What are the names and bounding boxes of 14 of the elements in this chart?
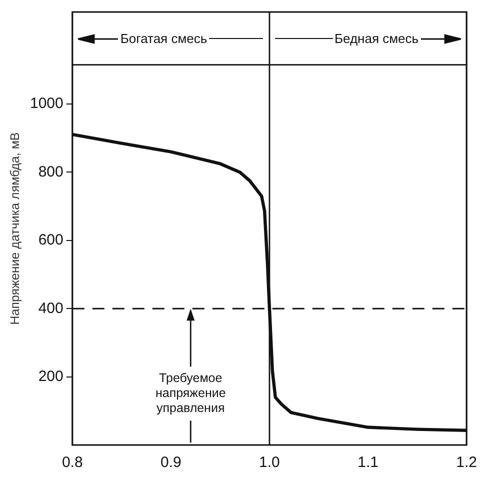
y-tick-label: 800 bbox=[38, 163, 64, 180]
annotation: Бедная смесь bbox=[334, 31, 419, 46]
y-tick-label: 600 bbox=[38, 232, 64, 249]
y-axis-title: Напряжение датчика лямбда, мВ bbox=[8, 132, 22, 325]
y-tick-label: 200 bbox=[38, 368, 64, 385]
ref-line-label: Требуемое напряжение управления bbox=[155, 371, 226, 416]
x-tick-label: 0.9 bbox=[160, 454, 182, 472]
x-tick-label: 1.2 bbox=[456, 454, 478, 472]
y-tick-label: 400 bbox=[38, 300, 64, 317]
annotation: Богатая смесь bbox=[120, 31, 208, 46]
x-tick-label: 1.1 bbox=[358, 454, 378, 472]
y-tick-label: 1000 bbox=[30, 95, 64, 112]
x-tick-label: 0.8 bbox=[62, 454, 83, 472]
x-tick-label: 1.0 bbox=[259, 454, 280, 472]
